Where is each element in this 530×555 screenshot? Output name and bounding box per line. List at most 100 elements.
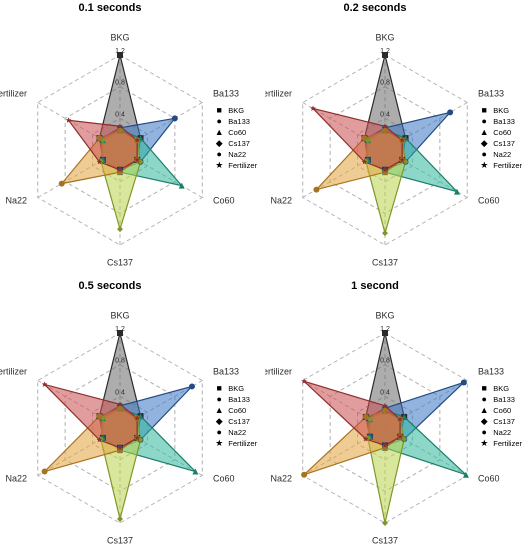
legend-row: ★Fertilizer (479, 160, 522, 171)
triangle-icon: ▲ (479, 405, 489, 416)
panel-title: 0.2 seconds (265, 2, 485, 14)
legend-row: ▲ Co60 (214, 405, 257, 416)
tick-label: 0.8 (380, 357, 390, 364)
legend-row: ★ Fertilizer (214, 438, 257, 449)
legend-row: ●Na22 (479, 149, 522, 160)
circle-icon: ● (214, 394, 224, 405)
legend-row: ◆ Cs137 (214, 416, 257, 427)
axis-label: BKG (375, 310, 394, 320)
legend-row: ▲ Co60 (479, 127, 522, 138)
legend-label: Na22 (493, 427, 511, 438)
legend-row: ★Fertilizer (479, 438, 522, 449)
panel-title: 1 second (265, 280, 485, 292)
legend-label: BKG (493, 105, 509, 116)
legend-label: Co60 (228, 127, 246, 138)
square-icon: ■ (214, 383, 224, 394)
axis-label: Ba133 (478, 366, 504, 376)
axis-label: Cs137 (372, 257, 398, 267)
axis-label: Na22 (6, 473, 28, 483)
legend-label: Na22 (228, 149, 246, 160)
legend-label: Ba133 (493, 394, 515, 405)
legend-label: Fertilizer (228, 160, 257, 171)
legend-row: ● Ba133 (214, 116, 257, 127)
axis-label: Na22 (271, 196, 293, 206)
legend-label: Co60 (228, 405, 246, 416)
circle-icon: ● (479, 427, 489, 438)
legend-row: ▲Co60 (479, 405, 522, 416)
legend-row: ● Na22 (214, 427, 257, 438)
legend-row: ● Na22 (479, 427, 522, 438)
circle-icon: ● (214, 116, 224, 127)
legend-row: ■ BKG (214, 383, 257, 394)
legend-label: Ba133 (228, 394, 250, 405)
legend-row: ▲Co60 (214, 127, 257, 138)
axis-label: Ba133 (213, 88, 239, 98)
axis-label: BKG (110, 310, 129, 320)
star-icon: ★ (214, 438, 224, 449)
legend-3: ■ BKG ● Ba133▲Co60◆ Cs137 ● Na22★Fertilizer (479, 383, 522, 449)
legend-row: ● Ba133 (214, 394, 257, 405)
circle-icon: ● (479, 394, 489, 405)
circle-icon: ● (479, 149, 489, 160)
legend-label: Cs137 (493, 138, 515, 149)
tick-label: 0.8 (380, 80, 390, 87)
square-icon: ■ (479, 383, 489, 394)
diamond-icon: ◆ (479, 416, 489, 427)
diamond-icon: ◆ (214, 138, 224, 149)
triangle-icon: ▲ (479, 127, 489, 138)
legend-label: BKG (228, 383, 244, 394)
legend-row: ★ Fertilizer (214, 160, 257, 171)
tick-label: 0.8 (115, 357, 125, 364)
panel-0: 0.1 seconds BKGBa133Co60Cs137Na22Fertili… (0, 0, 265, 278)
star-icon: ★ (214, 160, 224, 171)
axis-label: Co60 (478, 473, 500, 483)
triangle-icon: ▲ (214, 405, 224, 416)
legend-label: Na22 (228, 427, 246, 438)
legend-row: ◆ Cs137 (479, 138, 522, 149)
axis-label: Fertilizer (265, 88, 292, 98)
panel-title: 0.5 seconds (0, 280, 220, 292)
axis-label: Fertilizer (265, 366, 292, 376)
axis-label: Co60 (213, 196, 235, 206)
axis-label: Co60 (478, 196, 500, 206)
legend-1: ■BKG●Ba133▲Co60◆Cs137●Na22★Fertilizer (479, 105, 522, 171)
legend-label: Co60 (493, 127, 511, 138)
axis-label: Cs137 (107, 535, 133, 545)
circle-icon: ● (214, 149, 224, 160)
legend-row: ◆ Cs137 (214, 138, 257, 149)
legend-row: ●Ba133 (479, 116, 522, 127)
legend-label: Cs137 (493, 416, 515, 427)
square-icon: ■ (214, 105, 224, 116)
axis-label: Cs137 (107, 257, 133, 267)
legend-label: BKG (493, 383, 509, 394)
diamond-icon: ◆ (214, 416, 224, 427)
legend-label: Ba133 (493, 116, 515, 127)
circle-icon: ● (214, 427, 224, 438)
legend-2: ■ BKG ● Ba133 ▲ Co60 ◆ Cs137 ● Na22 ★ Fertilizer (214, 383, 257, 449)
axis-label: BKG (375, 33, 394, 43)
legend-label: Cs137 (228, 138, 250, 149)
legend-label: Cs137 (228, 416, 250, 427)
legend-row: ■ BKG (479, 383, 522, 394)
legend-label: Fertilizer (493, 438, 522, 449)
diamond-icon: ◆ (479, 138, 489, 149)
axis-label: Na22 (271, 473, 293, 483)
legend-label: Ba133 (228, 116, 250, 127)
legend-label: Fertilizer (228, 438, 257, 449)
tick-label: 0.4 (380, 389, 390, 396)
tick-label: 1.2 (115, 326, 125, 333)
legend-row: ● Ba133 (479, 394, 522, 405)
tick-label: 0.4 (115, 111, 125, 118)
legend-0: ■BKG●Ba133▲Co60◆Cs137●Na22★Fertilizer (214, 105, 257, 171)
tick-label: 0.8 (115, 80, 125, 87)
legend-row: ■BKG (479, 105, 522, 116)
axis-label: Co60 (213, 473, 235, 483)
tick-label: 1.2 (115, 48, 125, 55)
star-icon: ★ (479, 160, 489, 171)
panel-3: 1 second BKGBa133Co60Cs137Na22Fertilizer… (265, 278, 530, 555)
panel-1: 0.2 seconds BKGBa133Co60Cs137Na22Fertili… (265, 0, 530, 278)
tick-label: 1.2 (380, 48, 390, 55)
axis-label: Fertilizer (0, 366, 27, 376)
axis-label: Fertilizer (0, 88, 27, 98)
axis-label: Na22 (6, 196, 28, 206)
